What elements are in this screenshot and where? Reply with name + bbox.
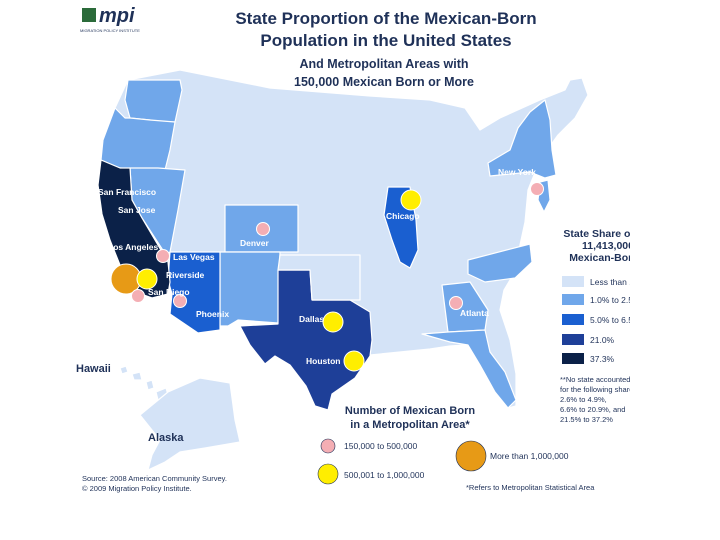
circle-las-vegas — [156, 249, 170, 263]
city-label-san-jose: San Jose — [118, 205, 156, 215]
legend-item-4: 21.0% — [590, 335, 615, 345]
circle-legend-heading-1: Number of Mexican Born — [345, 405, 475, 417]
circle-legend-small-label: 150,000 to 500,000 — [344, 441, 418, 451]
circle-new-york — [530, 182, 544, 196]
mpi-logo: mpi MIGRATION POLICY INSTITUTE — [80, 5, 140, 33]
legend-note-line-2: for the following shares: — [560, 385, 630, 394]
city-label-las-vegas: Las Vegas — [173, 252, 215, 262]
legend-item-5: 37.3% — [590, 354, 615, 364]
subtitle-line-1: And Metropolitan Areas with — [300, 57, 469, 71]
circle-legend-heading-2: in a Metropolitan Area* — [350, 419, 470, 431]
circle-legend-small-icon — [320, 438, 336, 454]
circle-legend-large-icon — [455, 440, 487, 472]
state-florida — [421, 329, 517, 409]
legend-note-line-1: **No state accounted — [560, 375, 630, 384]
circle-legend-medium-icon — [317, 463, 339, 485]
city-label-riverside: Riverside — [166, 270, 205, 280]
logo-mark-icon — [82, 8, 96, 22]
legend-swatch-3 — [562, 314, 584, 325]
state-alaska — [139, 377, 241, 471]
circle-size-legend: Number of Mexican Born in a Metropolitan… — [317, 405, 595, 492]
circle-houston — [343, 350, 365, 372]
legend-heading-line-1: State Share of the — [563, 228, 630, 240]
state-georgia — [441, 281, 489, 333]
city-label-houston: Houston — [306, 356, 340, 366]
title-line-1: State Proportion of the Mexican-Born — [235, 9, 536, 28]
circle-san-diego — [131, 289, 145, 303]
circle-dallas — [322, 311, 344, 333]
state-california — [97, 159, 171, 299]
city-label-los-angeles: Los Angeles — [108, 242, 158, 252]
city-label-denver: Denver — [240, 238, 270, 248]
legend-note-line-4: 6.6% to 20.9%, and — [560, 405, 625, 414]
legend-swatch-1 — [562, 276, 584, 287]
legend-swatch-4 — [562, 334, 584, 345]
state-washington — [124, 79, 183, 123]
legend-item-1: Less than 1% — [590, 277, 630, 287]
hawaii-label: Hawaii — [76, 363, 111, 375]
city-label-atlanta: Atlanta — [460, 308, 489, 318]
circle-legend-medium-label: 500,001 to 1,000,000 — [344, 470, 425, 480]
state-oklahoma — [277, 254, 361, 301]
city-label-phoenix: Phoenix — [196, 309, 229, 319]
circle-atlanta — [449, 296, 463, 310]
legend-swatch-5 — [562, 353, 584, 364]
legend-item-3: 5.0% to 6.5% — [590, 315, 630, 325]
city-label-san-diego: San Diego — [148, 287, 190, 297]
legend-note-line-3: 2.6% to 4.9%, — [560, 395, 607, 404]
city-label-dallas: Dallas — [299, 314, 324, 324]
map-canvas: mpi MIGRATION POLICY INSTITUTE State Pro… — [76, 5, 630, 493]
alaska-label: Alaska — [148, 432, 184, 444]
state-new-york — [487, 99, 557, 179]
city-label-chicago: Chicago — [386, 211, 420, 221]
subtitle-line-2: 150,000 Mexican Born or More — [294, 75, 474, 89]
logo-subtitle: MIGRATION POLICY INSTITUTE — [80, 28, 140, 33]
circle-denver — [256, 222, 270, 236]
legend-heading-line-3: Mexican-Born** — [569, 252, 630, 264]
source-line-2: © 2009 Migration Policy Institute. — [82, 484, 192, 493]
city-label-san-francisco: San Francisco — [98, 187, 156, 197]
circle-riverside — [136, 268, 158, 290]
title-line-2: Population in the United States — [260, 31, 511, 50]
circle-phoenix — [173, 294, 187, 308]
legend-note-line-5: 21.5% to 37.2% — [560, 415, 613, 424]
circle-legend-large-label: More than 1,000,000 — [490, 451, 569, 461]
source-line-1: Source: 2008 American Community Survey. — [82, 474, 227, 483]
legend-item-2: 1.0% to 2.5% — [590, 295, 630, 305]
legend-swatch-2 — [562, 294, 584, 305]
logo-text: mpi — [99, 5, 135, 27]
state-share-legend: State Share of the 11,413,000 Mexican-Bo… — [560, 228, 630, 424]
legend-heading-line-2: 11,413,000 — [582, 240, 630, 252]
map-figure: mpi MIGRATION POLICY INSTITUTE State Pro… — [70, 0, 630, 498]
circle-chicago — [400, 189, 422, 211]
state-north-carolina — [467, 243, 533, 283]
circle-legend-footnote: *Refers to Metropolitan Statistical Area — [466, 483, 595, 492]
city-label-new-york: New York — [498, 167, 536, 177]
